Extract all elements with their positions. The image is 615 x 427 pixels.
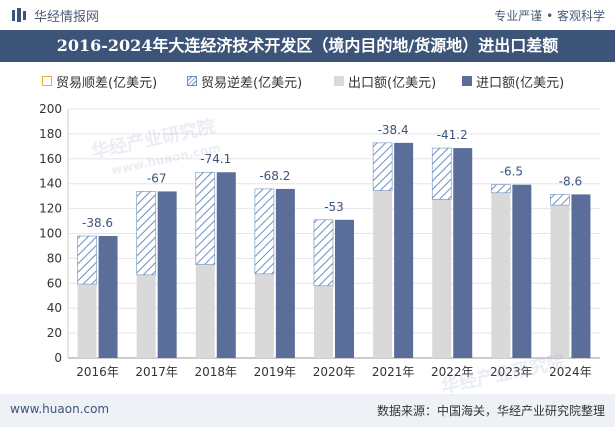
legend: 贸易顺差(亿美元) 贸易逆差(亿美元) 出口额(亿美元) 进口额(亿美元) <box>0 70 615 92</box>
brand-name: 华经情报网 <box>34 10 100 25</box>
bar-export <box>550 205 570 358</box>
bar-import <box>216 172 236 358</box>
legend-label-surplus: 贸易顺差(亿美元) <box>56 75 158 91</box>
legend-label-export: 出口额(亿美元) <box>348 75 437 91</box>
x-tick-label: 2021年 <box>372 365 415 379</box>
x-tick-label: 2022年 <box>431 365 474 379</box>
bar-export <box>136 274 156 358</box>
bar-deficit <box>431 147 452 200</box>
x-tick-label: 2023年 <box>490 365 533 379</box>
bar-import <box>571 194 591 358</box>
y-tick-label: 40 <box>47 301 62 315</box>
data-label-balance: -67 <box>147 171 167 185</box>
data-label-balance: -74.1 <box>200 152 231 166</box>
bar-import <box>275 188 295 358</box>
data-label-balance: -68.2 <box>259 169 290 183</box>
bar-deficit <box>195 171 216 265</box>
legend-item-import: 进口额(亿美元) <box>462 70 564 92</box>
y-tick-label: 20 <box>47 326 62 340</box>
bar-import <box>157 191 177 358</box>
legend-label-import: 进口额(亿美元) <box>476 75 565 91</box>
data-label-balance: -38.4 <box>378 123 409 137</box>
footer-source: 数据来源：中国海关，华经产业研究院整理 <box>376 404 605 418</box>
x-tick-label: 2016年 <box>76 365 119 379</box>
y-tick-label: 180 <box>39 127 62 141</box>
bar-export <box>491 192 511 358</box>
x-tick-label: 2019年 <box>254 365 297 379</box>
legend-swatch-deficit <box>187 76 197 86</box>
bar-export <box>195 264 215 358</box>
bar-deficit <box>313 219 334 287</box>
bar-export <box>373 190 393 358</box>
data-label-balance: -8.6 <box>559 174 582 188</box>
legend-label-deficit: 贸易逆差(亿美元) <box>201 75 303 91</box>
x-tick-label: 2024年 <box>549 365 592 379</box>
bar-deficit <box>77 235 97 285</box>
legend-swatch-import <box>462 76 472 86</box>
data-label-balance: -38.6 <box>82 216 113 230</box>
bar-export <box>314 285 333 358</box>
y-tick-label: 0 <box>54 351 62 365</box>
y-tick-label: 100 <box>39 227 62 241</box>
legend-swatch-surplus <box>42 76 52 86</box>
bar-deficit <box>254 188 275 275</box>
bar-import <box>394 142 414 358</box>
top-bar: 华经情报网 专业严谨 • 客观科学 <box>0 0 615 30</box>
legend-item-deficit: 贸易逆差(亿美元) <box>187 70 302 92</box>
x-tick-label: 2020年 <box>313 365 356 379</box>
footer: www.huaon.com 数据来源：中国海关，华经产业研究院整理 <box>0 394 615 427</box>
bar-deficit <box>491 184 511 194</box>
y-tick-label: 80 <box>47 251 62 265</box>
y-tick-label: 120 <box>39 202 62 216</box>
bar-import <box>512 184 532 358</box>
bar-export <box>254 273 274 358</box>
bar-deficit <box>136 191 156 276</box>
legend-item-surplus: 贸易顺差(亿美元) <box>42 70 157 92</box>
y-tick-label: 140 <box>39 177 62 191</box>
chart-title: 2016-2024年大连经济技术开发区（境内目的地/货源地）进出口差额 <box>0 30 615 62</box>
bar-import <box>453 148 473 358</box>
footer-website: www.huaon.com <box>10 402 110 416</box>
tagline: 专业严谨 • 客观科学 <box>494 9 605 23</box>
bar-import <box>98 235 118 358</box>
y-tick-label: 60 <box>47 276 62 290</box>
data-label-balance: -6.5 <box>500 165 523 179</box>
bar-export <box>432 199 452 358</box>
x-tick-label: 2017年 <box>135 365 178 379</box>
logo-icon <box>12 8 26 22</box>
bar-deficit <box>372 142 393 191</box>
bar-deficit <box>550 194 570 206</box>
y-tick-label: 160 <box>39 152 62 166</box>
bar-chart: 0 20 40 60 80 100 120 140 160 180 200 -38.6 2016年 -67… <box>39 102 600 379</box>
x-tick-label: 2018年 <box>195 365 238 379</box>
bar-import <box>335 219 354 358</box>
bar-export <box>77 284 97 358</box>
legend-item-export: 出口额(亿美元) <box>334 70 436 92</box>
data-label-balance: -41.2 <box>437 128 468 142</box>
y-tick-label: 200 <box>39 102 62 116</box>
legend-swatch-export <box>334 76 344 86</box>
data-label-balance: -53 <box>324 200 344 214</box>
